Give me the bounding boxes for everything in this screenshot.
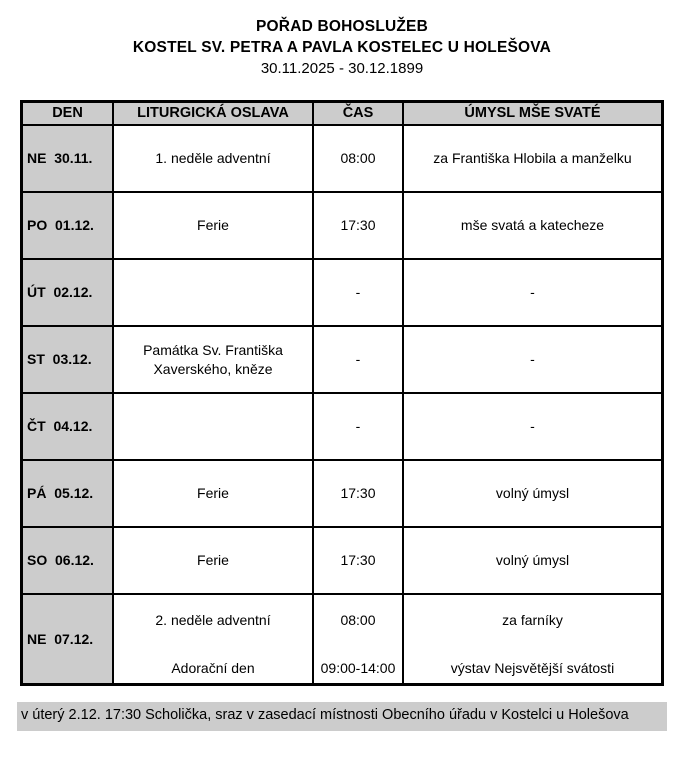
time-cell: 08:00	[314, 126, 404, 191]
celebration-cell: 1. neděle adventní	[114, 126, 314, 191]
time-cell: 17:30	[314, 461, 404, 526]
table-row: ČT 04.12. - -	[23, 394, 661, 461]
table-row: NE 07.12. 2. neděle adventní Adorační de…	[23, 595, 661, 683]
time-cell: -	[314, 327, 404, 392]
day-cell: ČT 04.12.	[23, 394, 114, 459]
header-day: DEN	[23, 103, 114, 124]
table-row: ST 03.12. Památka Sv. Františka Xaverské…	[23, 327, 661, 394]
page-title: POŘAD BOHOSLUŽEB	[256, 18, 428, 35]
intention-cell: volný úmysl	[495, 552, 570, 568]
table-row: PO 01.12. Ferie 17:30 mše svatá a katech…	[23, 193, 661, 260]
time-line2: 09:00-14:00	[320, 660, 396, 676]
celebration-cell	[114, 394, 314, 459]
date-range: 30.11.2025 - 30.12.1899	[260, 60, 424, 77]
time-cell: -	[314, 260, 404, 325]
celebration-line2: Adorační den	[171, 660, 255, 676]
intention-cell: za Františka Hlobila a manželku	[433, 150, 632, 166]
day-cell: ÚT 02.12.	[23, 260, 114, 325]
intention-cell: -	[530, 284, 535, 300]
table-row: ÚT 02.12. - -	[23, 260, 661, 327]
celebration-cell	[114, 260, 314, 325]
day-cell: ST 03.12.	[23, 327, 114, 392]
table-row: NE 30.11. 1. neděle adventní 08:00 za Fr…	[23, 126, 661, 193]
title-block: POŘAD BOHOSLUŽEB KOSTEL SV. PETRA A PAVL…	[0, 0, 684, 80]
schedule-table: DEN LITURGICKÁ OSLAVA ČAS ÚMYSL MŠE SVAT…	[20, 100, 664, 686]
footer-note: v úterý 2.12. 17:30 Scholička, sraz v za…	[17, 702, 667, 731]
header-celebration: LITURGICKÁ OSLAVA	[114, 103, 314, 124]
day-cell: NE 30.11.	[23, 126, 114, 191]
celebration-cell: 2. neděle adventní Adorační den	[114, 595, 314, 683]
time-cell: 08:00 09:00-14:00	[314, 595, 404, 683]
header-time: ČAS	[314, 103, 404, 124]
table-header-row: DEN LITURGICKÁ OSLAVA ČAS ÚMYSL MŠE SVAT…	[23, 103, 661, 126]
table-row: SO 06.12. Ferie 17:30 volný úmysl	[23, 528, 661, 595]
day-cell: PÁ 05.12.	[23, 461, 114, 526]
intention-line1: za farníky	[502, 612, 563, 628]
intention-cell: -	[530, 418, 535, 434]
celebration-cell: Ferie	[114, 528, 314, 593]
intention-cell: mše svatá a katecheze	[460, 217, 605, 233]
time-cell: 17:30	[314, 528, 404, 593]
time-cell: -	[314, 394, 404, 459]
intention-cell: za farníky výstav Nejsvětější svátosti	[404, 595, 661, 683]
time-cell: 17:30	[314, 193, 404, 258]
intention-cell: volný úmysl	[495, 485, 570, 501]
header-intention: ÚMYSL MŠE SVATÉ	[404, 103, 661, 124]
day-cell: PO 01.12.	[23, 193, 114, 258]
intention-line2: výstav Nejsvětější svátosti	[450, 660, 615, 676]
day-cell: NE 07.12.	[23, 595, 114, 683]
celebration-line1: 2. neděle adventní	[155, 612, 271, 628]
celebration-cell: Ferie	[114, 461, 314, 526]
celebration-cell: Památka Sv. Františka Xaverského, kněze	[114, 327, 314, 392]
day-cell: SO 06.12.	[23, 528, 114, 593]
table-row: PÁ 05.12. Ferie 17:30 volný úmysl	[23, 461, 661, 528]
time-line1: 08:00	[340, 612, 376, 628]
celebration-cell: Ferie	[114, 193, 314, 258]
intention-cell: -	[530, 351, 535, 367]
church-name: KOSTEL SV. PETRA A PAVLA KOSTELEC U HOLE…	[132, 39, 552, 56]
